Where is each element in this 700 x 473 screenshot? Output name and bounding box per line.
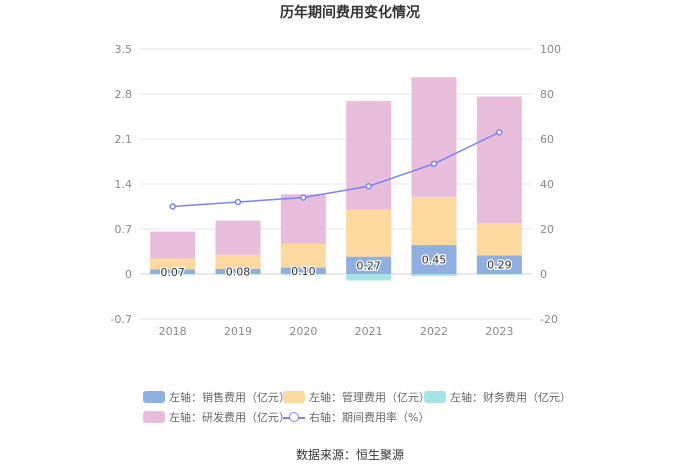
x-axis-tick-label: 2019 — [224, 325, 252, 338]
legend-swatch-rd — [143, 411, 165, 423]
bar-finance-2023 — [476, 274, 522, 275]
left-axis-tick-label: 0 — [125, 268, 132, 281]
bar-sales-2018 — [150, 269, 196, 274]
right-axis-tick-label: -20 — [540, 313, 558, 326]
bar-finance-2019 — [215, 274, 261, 275]
legend-label-rate: 右轴：期间费用率（%） — [309, 411, 430, 424]
expense-rate-line — [169, 129, 503, 210]
sales-value-label: 0.10 — [291, 265, 316, 278]
expense-rate-point-2018 — [169, 203, 176, 210]
right-axis-tick-label: 40 — [540, 178, 554, 191]
x-axis-tick-label: 2023 — [485, 325, 513, 338]
expense-rate-point-2021 — [365, 183, 372, 190]
bar-finance-2020 — [280, 274, 326, 275]
bar-sales-2022 — [411, 245, 457, 274]
expense-rate-point-2023 — [496, 129, 503, 136]
legend-swatch-finance — [424, 391, 446, 403]
bar-rd-2018 — [150, 231, 196, 259]
right-axis-tick-label: 60 — [540, 133, 554, 146]
bars — [150, 77, 522, 281]
bar-admin-2018 — [150, 258, 196, 270]
bar-admin-2023 — [476, 223, 522, 256]
grid — [140, 48, 532, 320]
x-axis-tick-label: 2021 — [355, 325, 383, 338]
x-axis-tick-label: 2022 — [420, 325, 448, 338]
sales-value-label: 0.45 — [422, 254, 447, 267]
x-axis-tick-label: 2020 — [289, 325, 317, 338]
bar-finance-2022 — [411, 274, 457, 276]
bar-rd-2023 — [476, 96, 522, 224]
legend-rd[interactable]: 左轴：研发费用（亿元） — [143, 409, 290, 425]
x-axis-tick-label: 2018 — [159, 325, 187, 338]
legend-admin[interactable]: 左轴：管理费用（亿元） — [283, 389, 430, 405]
legend-label-admin: 左轴：管理费用（亿元） — [309, 391, 430, 404]
left-axis-tick-label: -0.7 — [111, 313, 132, 326]
sales-value-label: 0.29 — [487, 259, 512, 272]
left-axis-tick-label: 3.5 — [115, 43, 133, 56]
legend-label-rd: 左轴：研发费用（亿元） — [169, 411, 290, 424]
right-axis-tick-label: 100 — [540, 43, 561, 56]
right-axis-tick-label: 20 — [540, 223, 554, 236]
legend-swatch-admin — [283, 391, 305, 403]
sales-value-label: 0.27 — [356, 259, 381, 272]
bar-rd-2021 — [346, 101, 392, 210]
bar-admin-2021 — [346, 209, 392, 257]
bar-admin-2019 — [215, 254, 261, 269]
left-axis-tick-label: 2.1 — [115, 133, 133, 146]
legend-swatch-sales — [143, 391, 165, 403]
right-axis: 100 80 60 40 20 0 -20 — [540, 43, 561, 326]
bar-sales-2023 — [476, 255, 522, 274]
expense-rate-point-2020 — [300, 194, 307, 201]
bar-rd-2020 — [280, 194, 326, 244]
sales-value-label: 0.07 — [160, 266, 185, 279]
expense-rate-point-2019 — [234, 198, 242, 206]
expense-rate-polyline — [172, 131, 500, 208]
left-axis-tick-label: 2.8 — [115, 88, 133, 101]
x-axis: 2018 2019 2020 2021 2022 2023 — [159, 325, 514, 338]
legend-swatch-rate — [283, 411, 305, 423]
bar-admin-2022 — [411, 196, 457, 246]
bar-sales-2020 — [280, 267, 326, 274]
legend-rate[interactable]: 右轴：期间费用率（%） — [283, 409, 429, 425]
bar-finance-2018 — [150, 274, 196, 275]
left-axis: 3.5 2.8 2.1 1.4 0.7 0 -0.7 — [111, 43, 132, 326]
legend-sales[interactable]: 左轴：销售费用（亿元） — [143, 389, 290, 405]
data-labels: 0.07 0.08 0.10 0.27 0.45 0.29 — [159, 252, 513, 280]
bar-rd-2019 — [215, 220, 261, 255]
bar-finance-2021 — [346, 274, 392, 281]
data-source: 数据来源：恒生聚源 — [295, 448, 404, 462]
bar-sales-2019 — [215, 268, 261, 274]
bar-sales-2021 — [346, 256, 392, 274]
expense-rate-point-2022 — [430, 160, 438, 167]
left-axis-tick-label: 1.4 — [115, 178, 133, 191]
chart-title: 历年期间费用变化情况 — [280, 4, 420, 21]
bar-rd-2022 — [411, 77, 457, 197]
sales-value-label: 0.08 — [226, 265, 251, 278]
left-axis-tick-label: 0.7 — [115, 223, 133, 236]
right-axis-tick-label: 80 — [540, 88, 554, 101]
right-axis-tick-label: 0 — [540, 268, 547, 281]
legend-finance[interactable]: 左轴：财务费用（亿元） — [424, 389, 571, 405]
legend-label-finance: 左轴：财务费用（亿元） — [450, 391, 571, 404]
legend-label-sales: 左轴：销售费用（亿元） — [169, 391, 290, 404]
bar-admin-2020 — [280, 243, 326, 268]
